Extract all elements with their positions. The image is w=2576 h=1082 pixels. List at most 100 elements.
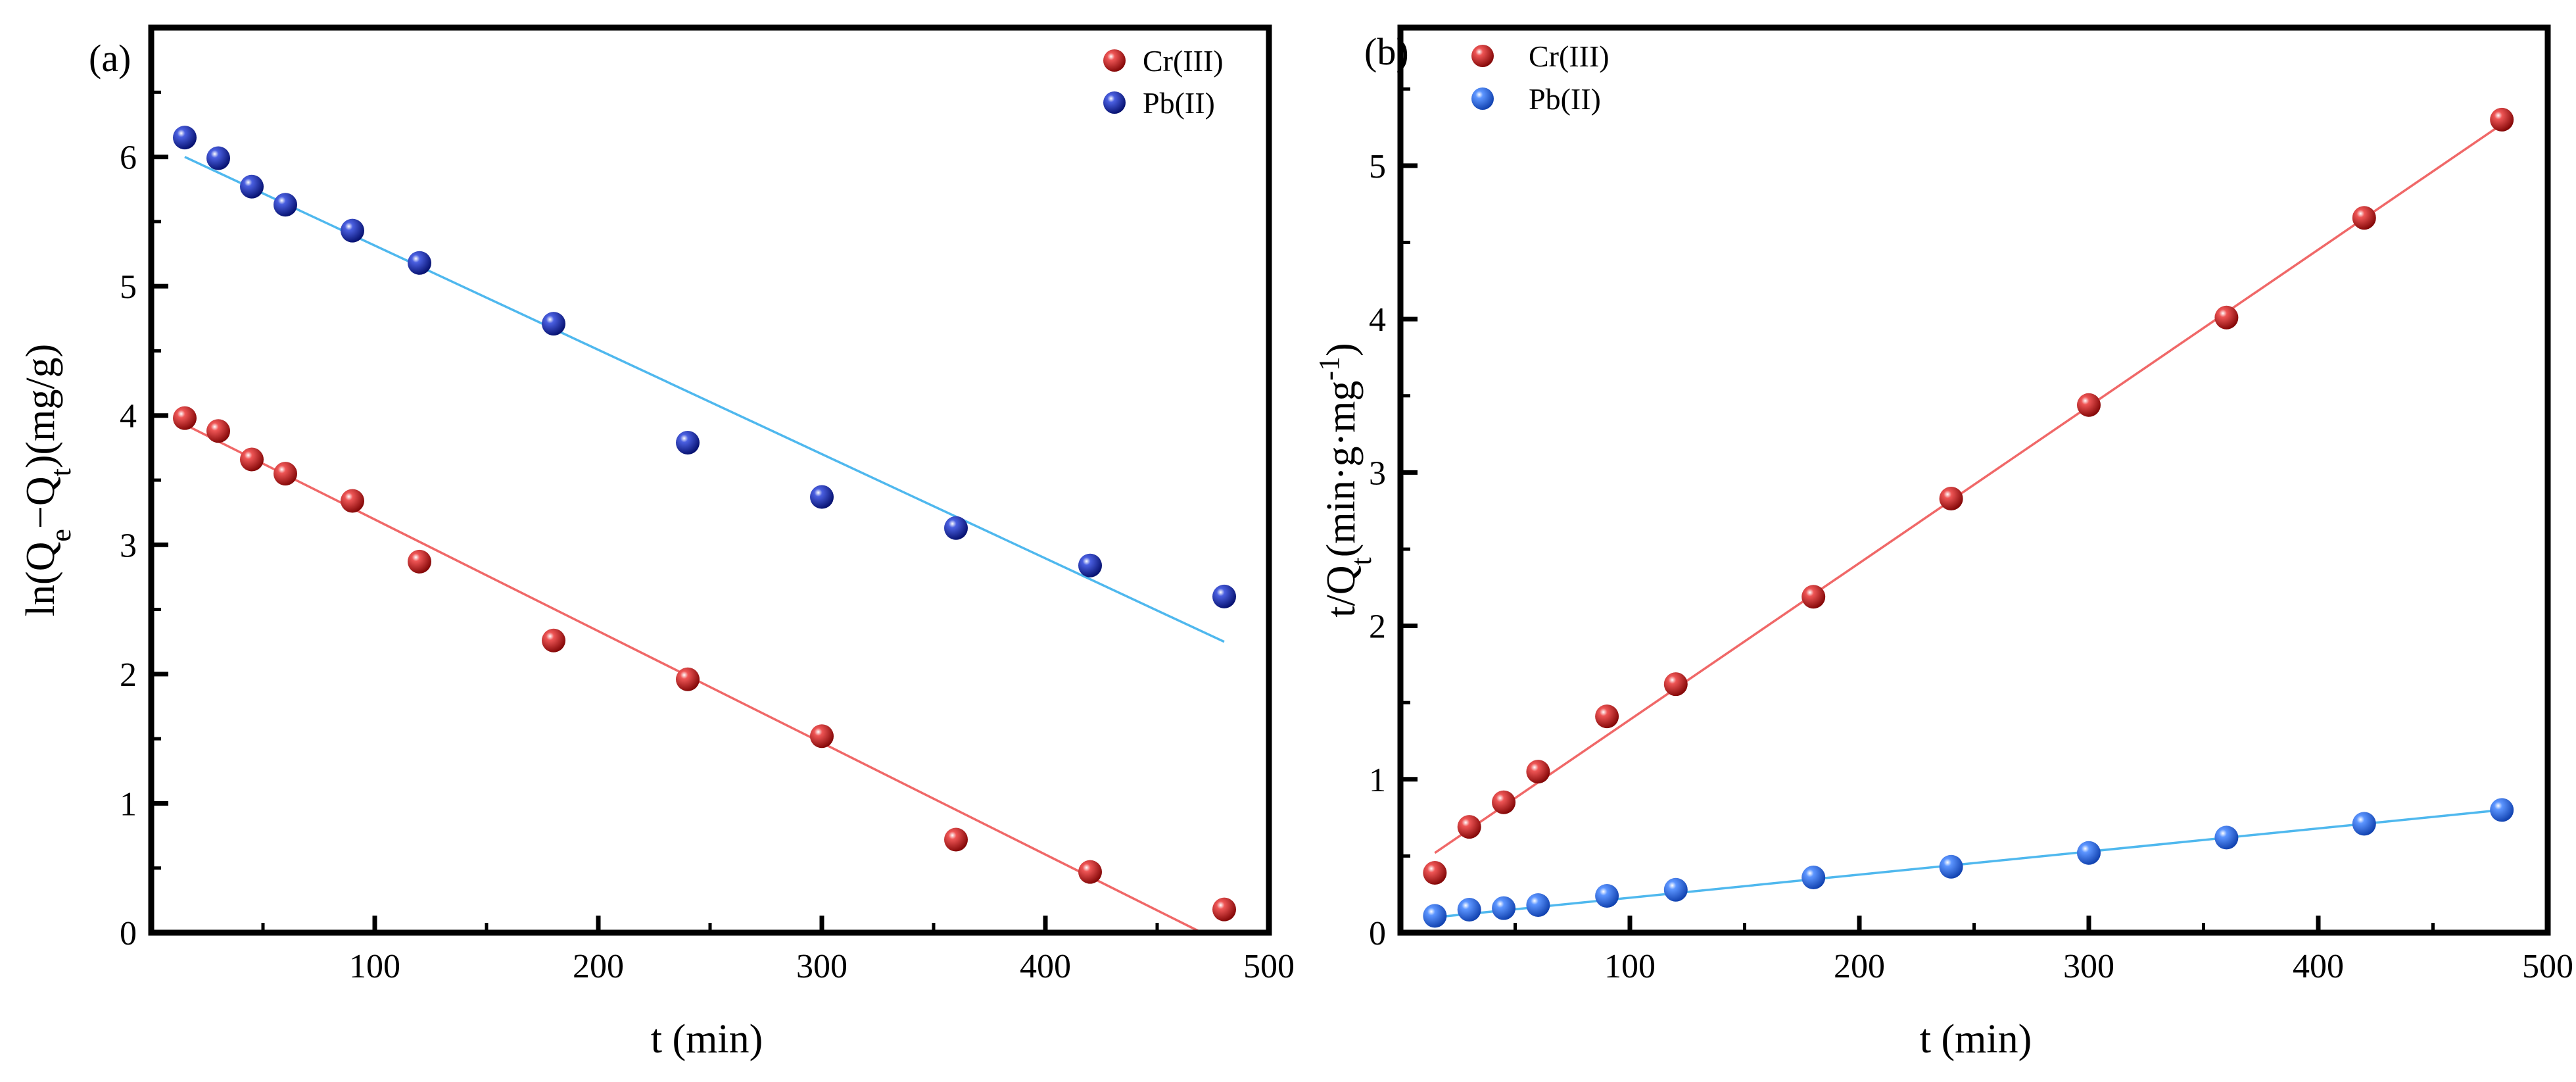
panel-a-y-tick-label: 5 bbox=[120, 268, 137, 306]
panel-b-point-pb bbox=[1526, 893, 1550, 918]
panel-a-point-cr bbox=[810, 724, 834, 749]
panel-b-legend-label-cr: Cr(III) bbox=[1529, 39, 1610, 73]
panel-b-point-pb bbox=[1801, 866, 1826, 890]
panel-b-point-cr bbox=[1801, 585, 1826, 609]
sphere-marker-icon bbox=[1103, 49, 1126, 72]
panel-b-point-pb bbox=[1457, 898, 1481, 922]
panel-a-point-pb bbox=[341, 218, 364, 243]
panel-b-point-cr bbox=[2352, 206, 2376, 230]
panel-a-point-pb bbox=[206, 146, 230, 170]
panel-b-point-pb bbox=[1663, 877, 1688, 902]
panel-b-y-tick-label: 2 bbox=[1369, 608, 1386, 646]
sphere-marker-icon bbox=[1471, 45, 1494, 67]
panel-b-point-pb bbox=[1492, 896, 1516, 920]
panel-b-plot-frame bbox=[1397, 24, 2551, 936]
panel-b-fit-line-cr bbox=[1434, 123, 2503, 854]
panel-b-x-tick-label: 400 bbox=[2293, 948, 2344, 985]
panel-b-x-tick-label: 300 bbox=[2063, 948, 2114, 985]
panel-b-point-pb bbox=[1423, 904, 1447, 928]
panel-a-x-tick-label: 500 bbox=[1243, 948, 1295, 985]
sphere-marker-icon bbox=[1103, 91, 1126, 114]
panel-b-point-cr bbox=[2077, 393, 2101, 417]
panel-b-x-axis-title: t (min) bbox=[1920, 1017, 2032, 1062]
panel-b-fit-lines bbox=[1434, 123, 2503, 919]
panel-a-point-cr bbox=[1212, 897, 1236, 922]
panel-a-point-cr bbox=[274, 462, 297, 486]
panel-a-point-cr bbox=[408, 549, 431, 574]
panel-b-y-tick-label: 3 bbox=[1369, 455, 1386, 492]
panel-b-point-cr bbox=[2490, 107, 2514, 132]
panel-b-x-tick-label: 500 bbox=[2522, 948, 2573, 985]
panel-a-data-points bbox=[173, 126, 1236, 922]
panel-b-point-pb bbox=[2214, 825, 2239, 850]
panel-b-point-cr bbox=[1663, 672, 1688, 697]
panel-b-y-axis-title: t/Qt(min·g·mg-1) bbox=[1313, 343, 1377, 617]
panel-b-point-pb bbox=[2352, 812, 2376, 836]
panel-b-x-tick-label: 200 bbox=[1834, 948, 1885, 985]
panel-a-y-tick-label: 0 bbox=[120, 915, 137, 952]
panel-b-point-pb bbox=[1939, 854, 1963, 879]
panel-a-x-tick-label: 100 bbox=[349, 948, 400, 985]
panel-a-point-cr bbox=[206, 419, 230, 443]
panel-a-point-cr bbox=[676, 667, 700, 691]
panel-a-y-tick-label: 4 bbox=[120, 398, 137, 435]
panel-a-point-cr bbox=[341, 489, 364, 513]
panel-a-y-tick-label: 6 bbox=[120, 139, 137, 177]
panel-a-point-pb bbox=[676, 430, 700, 455]
panel-b-point-cr bbox=[1526, 760, 1550, 784]
panel-b-fit-line-pb bbox=[1435, 808, 2502, 919]
panel-a-plot-frame bbox=[148, 24, 1272, 936]
panel-a-legend-label-pb: Pb(II) bbox=[1143, 86, 1215, 120]
panel-b-point-cr bbox=[1457, 815, 1481, 839]
panel-b-y-tick-label: 5 bbox=[1369, 148, 1386, 185]
panel-b-point-cr bbox=[1423, 861, 1447, 885]
panel-b-data-points bbox=[1423, 107, 2514, 928]
panel-a-point-cr bbox=[173, 406, 197, 430]
panel-b-tick-labels: 100 200 300 400 500 0 1 2 3 4 5 bbox=[1369, 148, 2573, 985]
panel-b-y-tick-label: 0 bbox=[1369, 915, 1386, 952]
panel-a-point-pb bbox=[274, 193, 297, 217]
panel-a-legend: Cr(III) Pb(II) bbox=[1103, 44, 1224, 120]
panel-a-point-pb bbox=[944, 516, 968, 540]
panel-a-point-cr bbox=[240, 447, 264, 472]
panel-a-legend-item-cr: Cr(III) bbox=[1103, 44, 1224, 78]
panel-a-y-tick-label: 1 bbox=[120, 785, 137, 823]
panel-a-fit-lines bbox=[184, 155, 1225, 934]
panel-a-x-tick-label: 400 bbox=[1020, 948, 1071, 985]
panel-a-y-axis-title: ln(Qe−Qt)(mg/g) bbox=[18, 344, 77, 617]
panel-a-chart: (a) 100 200 300 400 500 0 1 2 3 4 5 6 t (min) ln(Qe… bbox=[18, 24, 1295, 1062]
panel-a-point-cr bbox=[542, 628, 565, 652]
panel-a-point-pb bbox=[1212, 584, 1236, 608]
panel-a-legend-item-pb: Pb(II) bbox=[1103, 86, 1215, 120]
panel-a-x-tick-label: 200 bbox=[573, 948, 624, 985]
panel-b-legend-label-pb: Pb(II) bbox=[1529, 82, 1601, 116]
panel-b-legend-item-pb: Pb(II) bbox=[1471, 82, 1601, 116]
panel-a-label: (a) bbox=[89, 37, 131, 80]
panel-b-y-tick-label: 4 bbox=[1369, 301, 1386, 339]
panel-a-y-tick-label: 3 bbox=[120, 527, 137, 564]
panel-a-point-cr bbox=[944, 827, 968, 852]
panel-a-point-pb bbox=[240, 174, 264, 199]
panel-a-tick-labels: 100 200 300 400 500 0 1 2 3 4 5 6 bbox=[120, 139, 1295, 985]
panel-b-point-pb bbox=[2077, 841, 2101, 865]
panel-a-point-pb bbox=[542, 312, 565, 336]
panel-a-point-pb bbox=[173, 126, 197, 150]
panel-a-x-axis-title: t (min) bbox=[651, 1017, 763, 1062]
panel-b-point-cr bbox=[1939, 486, 1963, 510]
panel-a-point-pb bbox=[1078, 553, 1102, 578]
panel-b-point-pb bbox=[2490, 798, 2514, 822]
panel-a-x-tick-label: 300 bbox=[796, 948, 847, 985]
panel-b-x-tick-label: 100 bbox=[1604, 948, 1656, 985]
sphere-marker-icon bbox=[1471, 87, 1494, 110]
panel-a-point-pb bbox=[810, 485, 834, 509]
panel-b-y-tick-label: 1 bbox=[1369, 762, 1386, 799]
panel-a-legend-label-cr: Cr(III) bbox=[1143, 44, 1224, 78]
panel-b-point-pb bbox=[1595, 884, 1619, 908]
panel-b-point-cr bbox=[1492, 790, 1516, 814]
panel-b-legend-item-cr: Cr(III) bbox=[1471, 39, 1610, 73]
panel-a-point-cr bbox=[1078, 860, 1102, 884]
panel-b-point-cr bbox=[2214, 305, 2239, 330]
panel-b-point-cr bbox=[1595, 704, 1619, 729]
